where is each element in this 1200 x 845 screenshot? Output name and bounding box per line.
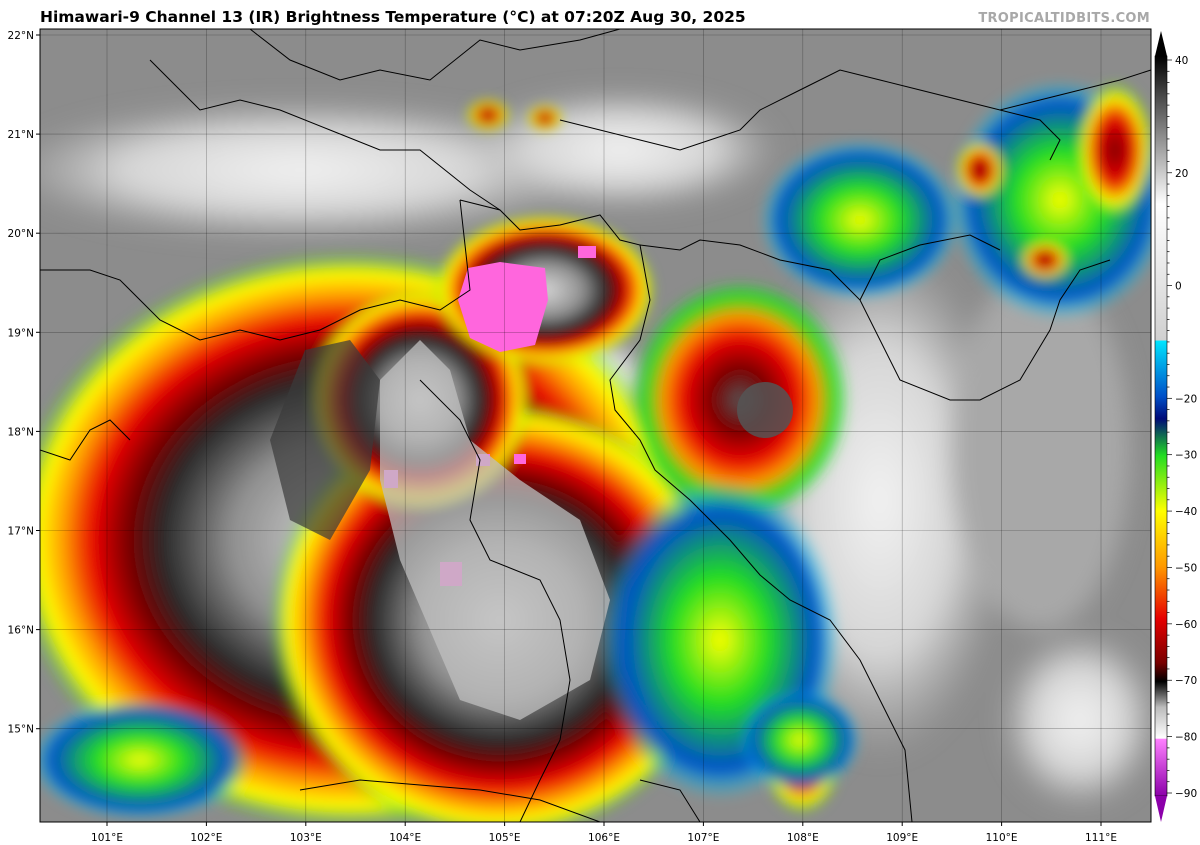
- lat-label-2: 20°N: [8, 228, 34, 240]
- credit-watermark: TROPICALTIDBITS.COM: [978, 11, 1150, 26]
- lat-label-1: 21°N: [8, 129, 34, 141]
- lat-label-0: 22°N: [8, 30, 34, 42]
- colorbar-gradient: [1154, 55, 1168, 797]
- lat-label-7: 15°N: [8, 724, 34, 736]
- latitude-labels: 22°N 21°N 20°N 19°N 18°N 17°N 16°N 15°N: [8, 30, 40, 736]
- lon-label-4: 105°E: [489, 832, 521, 844]
- map-frame: [39, 28, 1152, 823]
- lon-label-6: 107°E: [687, 832, 719, 844]
- longitude-labels: 101°E 102°E 103°E 104°E 105°E 106°E 107°E 108°E…: [91, 822, 1117, 844]
- lat-label-4: 18°N: [8, 426, 34, 438]
- colorbar-label-0: 40: [1175, 55, 1188, 67]
- lat-label-6: 16°N: [8, 625, 34, 637]
- lon-label-9: 110°E: [986, 832, 1018, 844]
- colorbar-ticks: 40 20 0 −20 −30 −40 −50 −60 −70 −80 −90: [1167, 55, 1197, 800]
- colorbar-label-7: −60: [1175, 619, 1197, 631]
- lon-label-10: 111°E: [1085, 832, 1117, 844]
- graticule-lines: [40, 29, 1151, 822]
- lat-label-5: 17°N: [8, 526, 34, 538]
- colorbar-label-1: 20: [1175, 168, 1188, 180]
- imagery-layer: [40, 29, 1151, 822]
- map-title: Himawari-9 Channel 13 (IR) Brightness Te…: [40, 8, 746, 26]
- colorbar-label-2: 0: [1175, 281, 1182, 293]
- lon-label-1: 102°E: [190, 832, 222, 844]
- colorbar-label-5: −40: [1175, 506, 1197, 518]
- lon-label-3: 104°E: [389, 832, 421, 844]
- lon-label-8: 109°E: [886, 832, 918, 844]
- lon-label-5: 106°E: [588, 832, 620, 844]
- colorbar-bottom-arrow: [1155, 796, 1167, 822]
- lat-label-3: 19°N: [8, 327, 34, 339]
- colorbar-top-arrow: [1155, 31, 1167, 56]
- colorbar: 40 20 0 −20 −30 −40 −50 −60 −70 −80 −90: [1154, 31, 1197, 822]
- colorbar-label-3: −20: [1175, 393, 1197, 405]
- colorbar-label-6: −50: [1175, 562, 1197, 574]
- colorbar-label-8: −70: [1175, 675, 1197, 687]
- colorbar-label-10: −90: [1175, 788, 1197, 800]
- lon-label-7: 108°E: [787, 832, 819, 844]
- lon-label-2: 103°E: [290, 832, 322, 844]
- lon-label-0: 101°E: [91, 832, 123, 844]
- colorbar-label-4: −30: [1175, 450, 1197, 462]
- colorbar-label-9: −80: [1175, 732, 1197, 744]
